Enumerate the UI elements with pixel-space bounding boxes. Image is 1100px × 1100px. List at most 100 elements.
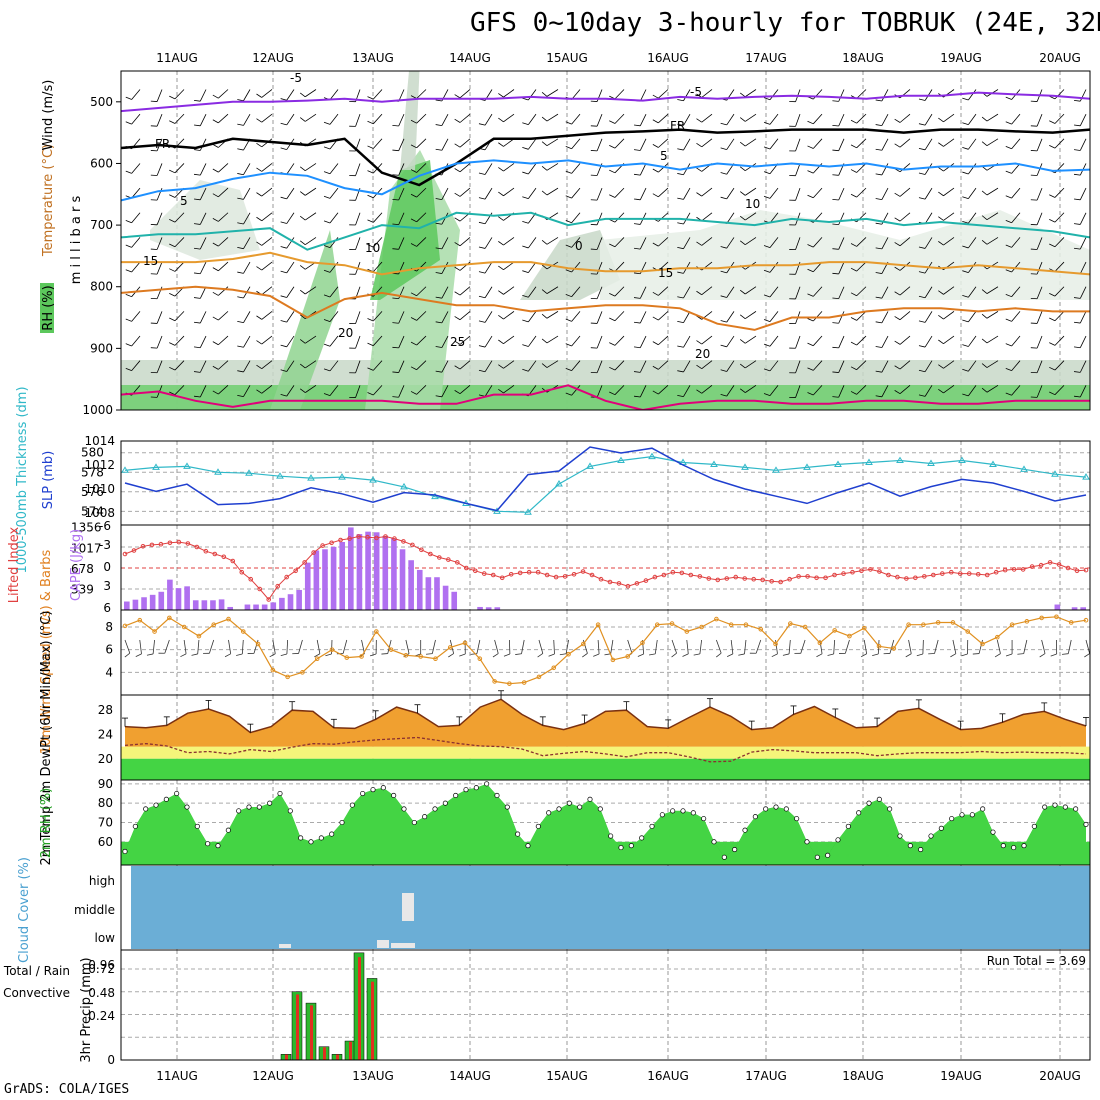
thickness-marker xyxy=(524,508,532,515)
wind-barb xyxy=(1030,113,1043,127)
wind-barb xyxy=(212,212,229,222)
wind-barb xyxy=(1073,187,1087,201)
barb-flag xyxy=(454,365,461,370)
barb-staff xyxy=(924,138,933,151)
barb-flag xyxy=(392,371,399,373)
barb-staff xyxy=(683,89,691,101)
wind-barb xyxy=(367,212,383,223)
barb-staff xyxy=(1036,212,1043,225)
barb-flag xyxy=(237,99,244,102)
wind-barb xyxy=(299,335,317,344)
li-marker xyxy=(1056,562,1062,567)
barb-flag xyxy=(875,99,882,102)
wind10m-barb xyxy=(135,639,142,657)
barb-staff xyxy=(968,360,977,372)
barb-flag xyxy=(323,195,331,199)
li-marker xyxy=(634,581,640,586)
wind-barb xyxy=(832,113,845,127)
li-marker xyxy=(535,569,541,575)
rh-marker xyxy=(670,808,676,814)
wind-marker xyxy=(255,641,261,647)
barb-flag xyxy=(498,93,504,98)
barb-flag xyxy=(981,338,988,344)
wind-barb xyxy=(981,113,999,122)
convective-bar xyxy=(358,957,361,1060)
slp-axis-label: SLP (mb) xyxy=(41,451,56,510)
wind-barb xyxy=(1030,237,1043,250)
wind-barb xyxy=(541,187,559,196)
barb-staff xyxy=(968,286,977,298)
wind-barb xyxy=(150,286,163,300)
li-marker xyxy=(140,544,146,549)
barb-staff xyxy=(881,335,889,348)
barb-staff xyxy=(528,261,537,273)
barb-flag xyxy=(435,124,442,127)
wind-barb xyxy=(962,113,977,126)
barb-staff xyxy=(1079,89,1087,102)
barb-flag xyxy=(565,121,572,125)
barb-flag xyxy=(150,297,158,300)
wind-barb xyxy=(392,237,405,250)
wind10m-barb xyxy=(1005,640,1013,657)
barb-staff xyxy=(1011,311,1021,322)
rh-marker xyxy=(639,835,645,841)
barb-flag xyxy=(590,322,598,324)
barb-flag xyxy=(349,224,356,226)
wind10m-barb xyxy=(280,639,289,657)
barb-flag xyxy=(492,653,499,658)
barb-flag xyxy=(696,340,702,345)
barb-flag xyxy=(256,167,262,172)
rh-shading xyxy=(270,230,340,410)
wind-barb xyxy=(677,113,691,126)
barb-flag xyxy=(256,364,262,370)
barb-staff xyxy=(744,237,757,246)
wind-barb xyxy=(299,212,317,221)
barb-staff xyxy=(398,138,405,151)
wind-barb xyxy=(763,335,779,347)
rh-marker xyxy=(494,792,500,799)
barb-staff xyxy=(596,212,603,225)
rh-marker xyxy=(525,843,531,849)
barb-staff xyxy=(174,163,185,174)
li-marker xyxy=(158,541,164,547)
barb-staff xyxy=(614,360,625,371)
barb-flag xyxy=(367,392,374,396)
li-marker xyxy=(868,567,873,572)
barb-flag xyxy=(256,241,262,246)
barb-flag xyxy=(720,320,727,323)
wind10m-barb xyxy=(839,639,850,654)
barb-staff xyxy=(769,113,779,125)
temp-tick-label: 20 xyxy=(98,752,113,766)
barb-staff xyxy=(174,113,185,124)
rh-marker xyxy=(453,792,459,799)
li-marker xyxy=(167,540,173,546)
wind10m-barb xyxy=(492,639,499,658)
barb-flag xyxy=(498,191,504,197)
barb-staff xyxy=(459,335,471,345)
wind-barb xyxy=(763,113,779,125)
slp-tick-label: 1008 xyxy=(84,506,115,520)
wind10m-barb xyxy=(548,639,555,657)
wind-barb xyxy=(677,187,691,200)
barb-flag xyxy=(256,93,262,98)
barb-flag xyxy=(193,321,201,324)
wind-barb xyxy=(349,114,361,127)
wind-barb xyxy=(633,237,647,250)
barb-flag xyxy=(738,653,745,656)
barb-flag xyxy=(633,149,641,151)
rh-marker xyxy=(143,806,149,812)
wind-barb xyxy=(962,187,977,200)
barb-staff xyxy=(484,335,493,348)
barb-flag xyxy=(212,168,219,173)
wind-barb xyxy=(522,113,537,126)
wind-tick-label: 8 xyxy=(105,620,113,634)
wind-marker xyxy=(433,656,438,662)
wind10m-barb xyxy=(649,639,658,656)
wind-barb xyxy=(609,360,625,371)
precip-tick-label: 0.24 xyxy=(88,1009,115,1023)
li-marker xyxy=(966,571,972,576)
li-marker xyxy=(697,574,703,579)
barb-flag xyxy=(872,653,879,657)
barb-staff xyxy=(813,237,823,248)
barb-flag xyxy=(125,96,132,100)
